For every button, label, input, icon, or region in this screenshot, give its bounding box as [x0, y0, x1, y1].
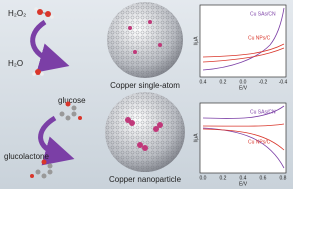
x-tick-label: 0.4 — [240, 175, 247, 181]
arrow — [30, 19, 70, 73]
legend-label: Cu NPs/C — [248, 35, 271, 41]
legend-label: Cu NPs/C — [248, 139, 271, 145]
x-axis-label: E/V — [239, 181, 248, 187]
y-axis-label: I/μA — [193, 133, 199, 143]
curve — [202, 123, 285, 151]
figure: H₂O₂ H₂O glucose glucolactone Copper sin… — [0, 0, 293, 189]
x-axis-label: E/V — [239, 85, 248, 91]
sphere-label: Copper nanoparticle — [109, 175, 182, 184]
x-tick-label: -0.2 — [259, 79, 268, 85]
reactant-label: H₂O₂ — [8, 9, 26, 18]
x-tick-label: 0.0 — [240, 79, 247, 85]
curve — [202, 105, 285, 169]
nanoparticle-sphere — [105, 92, 185, 172]
x-tick-label: 0.2 — [220, 175, 227, 181]
curve — [202, 47, 285, 63]
x-tick-label: 0.2 — [220, 79, 227, 85]
x-tick-label: 0.4 — [200, 79, 207, 85]
single-atom-sphere — [107, 2, 183, 78]
x-tick-label: 0.8 — [280, 175, 287, 181]
curve — [202, 7, 285, 71]
arrow — [38, 115, 75, 166]
h2o-molecule — [32, 69, 44, 76]
glucose-molecule — [59, 101, 82, 121]
x-tick-label: 0.6 — [260, 175, 267, 181]
y-axis-label: I/μA — [193, 36, 199, 46]
h2o2-molecule — [34, 7, 54, 19]
curve — [202, 43, 285, 58]
glucolactone-molecule — [30, 159, 53, 179]
product-label: glucolactone — [4, 152, 49, 161]
legend-label: Cu SAs/CN — [250, 109, 276, 115]
product-label: H₂O — [8, 59, 23, 68]
plot — [199, 4, 287, 78]
x-tick-label: -0.4 — [279, 79, 288, 85]
plot — [199, 102, 287, 174]
x-tick-label: 0.0 — [200, 175, 207, 181]
sphere-label: Copper single-atom — [110, 81, 180, 90]
legend-label: Cu SAs/CN — [250, 11, 276, 17]
reactant-label: glucose — [58, 96, 86, 105]
